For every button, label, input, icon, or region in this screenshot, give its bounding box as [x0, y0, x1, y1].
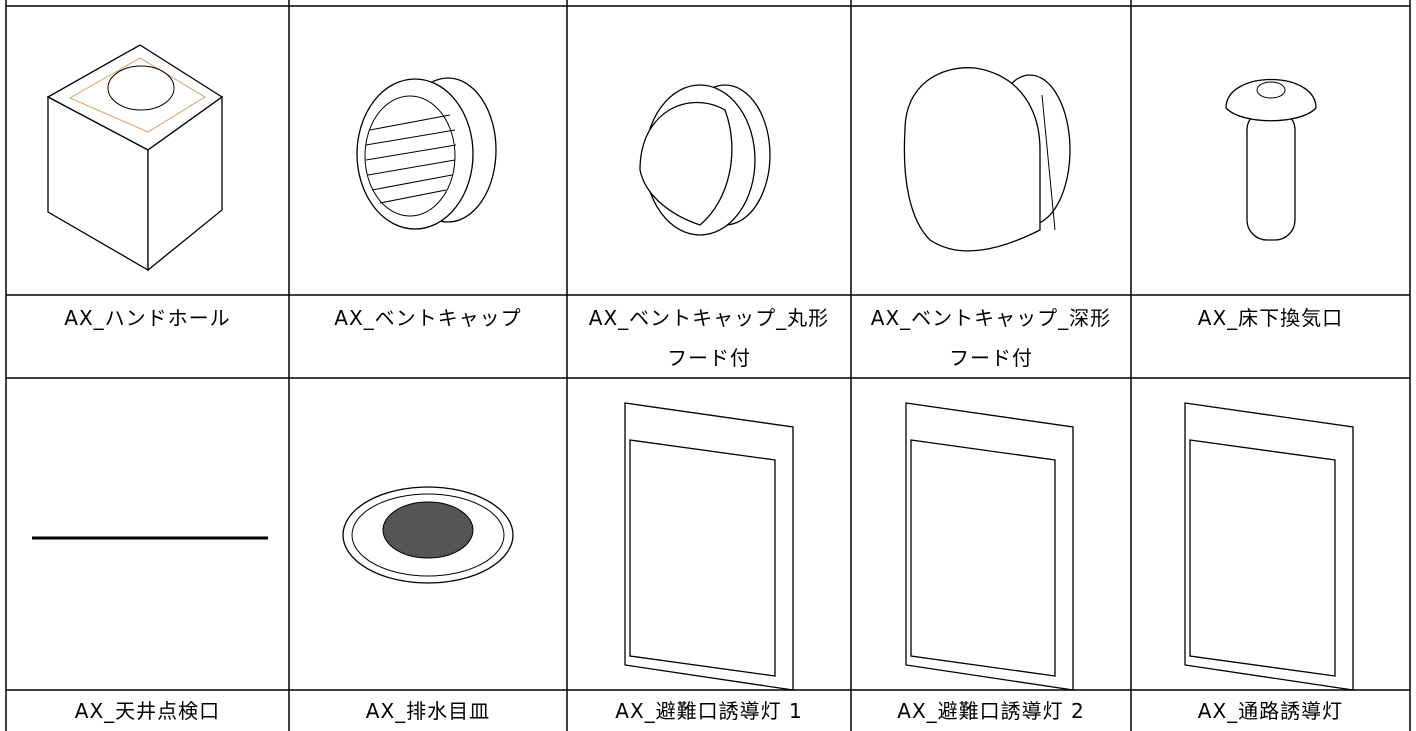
cell-label: AX_排水目皿 — [365, 699, 491, 723]
icon-passage-light — [1184, 402, 1354, 691]
icon-vent-cap — [356, 77, 497, 230]
icon-drain — [342, 486, 514, 584]
cell-label: AX_避難口誘導灯 2 — [897, 699, 1085, 723]
cell-label: AX_ベントキャップ_丸形フード付 — [588, 306, 830, 370]
cell-label: AX_避難口誘導灯 1 — [615, 699, 803, 723]
cell-label: AX_ベントキャップ_深形フード付 — [870, 306, 1112, 370]
icon-floor-vent — [1225, 79, 1317, 241]
icon-vent-cap-deep-hood — [903, 67, 1071, 252]
icon-vent-cap-round-hood — [639, 84, 771, 236]
icon-exit-light-2 — [905, 402, 1074, 691]
cell-label: AX_天井点検口 — [74, 699, 221, 723]
cell-label: AX_ベントキャップ — [334, 306, 522, 330]
cell-label: AX_床下換気口 — [1197, 306, 1344, 330]
icon-hand-hole — [46, 44, 224, 272]
icon-exit-light-1 — [624, 402, 794, 691]
cell-label: AX_ハンドホール — [64, 306, 231, 330]
cell-label: AX_通路誘導灯 — [1197, 699, 1344, 723]
table-borders — [5, 0, 1411, 731]
